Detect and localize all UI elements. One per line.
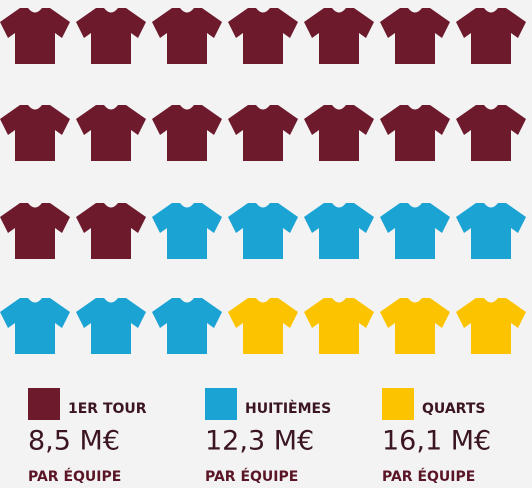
shirt bbox=[456, 105, 526, 161]
shirt bbox=[304, 298, 374, 354]
shirt bbox=[228, 298, 298, 354]
shirt bbox=[456, 298, 526, 354]
note: PAR ÉQUIPE bbox=[28, 468, 121, 485]
shirt bbox=[304, 105, 374, 161]
shirt bbox=[152, 203, 222, 259]
legend-swatch bbox=[205, 388, 237, 420]
shirt bbox=[380, 298, 450, 354]
shirt bbox=[228, 105, 298, 161]
legend-swatch bbox=[382, 388, 414, 420]
legend-label: QUARTS bbox=[422, 401, 485, 417]
shirt bbox=[380, 203, 450, 259]
legend-label: HUITIÈMES bbox=[245, 400, 331, 417]
value-label: 16,1 M€ bbox=[382, 426, 491, 457]
shirt bbox=[0, 203, 70, 259]
shirt bbox=[228, 8, 298, 64]
shirt bbox=[456, 8, 526, 64]
legend-label: 1ER TOUR bbox=[68, 401, 147, 417]
shirt bbox=[228, 203, 298, 259]
shirt bbox=[76, 105, 146, 161]
shirt bbox=[0, 298, 70, 354]
shirt bbox=[304, 203, 374, 259]
value-label: 8,5 M€ bbox=[28, 426, 120, 457]
shirt bbox=[152, 8, 222, 64]
shirt bbox=[456, 203, 526, 259]
shirt bbox=[380, 8, 450, 64]
legend-swatch bbox=[28, 388, 60, 420]
shirt bbox=[0, 105, 70, 161]
shirt bbox=[152, 298, 222, 354]
note: PAR ÉQUIPE bbox=[382, 468, 475, 485]
note: PAR ÉQUIPE bbox=[205, 468, 298, 485]
shirt bbox=[0, 8, 70, 64]
shirt bbox=[152, 105, 222, 161]
shirt bbox=[380, 105, 450, 161]
shirt bbox=[304, 8, 374, 64]
value-label: 12,3 M€ bbox=[205, 426, 314, 457]
shirt bbox=[76, 203, 146, 259]
shirt bbox=[76, 298, 146, 354]
shirt bbox=[76, 8, 146, 64]
